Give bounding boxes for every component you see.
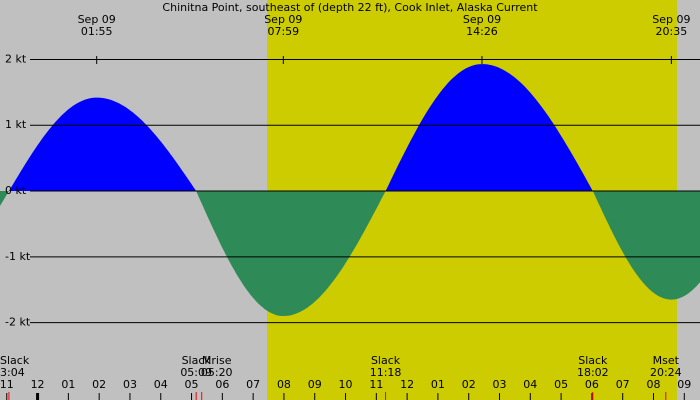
event-time: 07:59	[267, 25, 299, 38]
event-time: 01:55	[81, 25, 113, 38]
x-tick-label: 09	[677, 378, 691, 391]
x-tick-label: 03	[123, 378, 137, 391]
event-label: Slack	[0, 354, 30, 367]
x-tick-label: 02	[92, 378, 106, 391]
chart-title: Chinitna Point, southeast of (depth 22 f…	[162, 1, 538, 14]
x-tick-label: 09	[308, 378, 322, 391]
current-lobe	[592, 191, 700, 300]
current-lobe	[0, 191, 9, 206]
x-tick-label: 11	[0, 378, 14, 391]
event-time: 05:09	[180, 366, 212, 379]
x-tick-label: 10	[339, 378, 353, 391]
x-tick-label: 05	[185, 378, 199, 391]
y-tick-label: 0 kt	[5, 184, 27, 197]
event-label: Mset	[653, 354, 680, 367]
x-tick-label: 02	[462, 378, 476, 391]
x-tick-label: 12	[31, 378, 45, 391]
event-date: Sep 09	[463, 13, 501, 26]
x-tick-label: 05	[554, 378, 568, 391]
event-time: 3:04	[0, 366, 25, 379]
event-date: Sep 09	[652, 13, 690, 26]
event-time: 11:18	[370, 366, 402, 379]
x-tick-label: 12	[400, 378, 414, 391]
x-tick-label: 08	[277, 378, 291, 391]
event-label: Slack	[182, 354, 212, 367]
y-tick-label: 2 kt	[5, 52, 27, 65]
event-date: Sep 09	[264, 13, 302, 26]
x-tick-label: 06	[215, 378, 229, 391]
y-tick-label: -1 kt	[5, 250, 31, 263]
x-tick-label: 06	[585, 378, 599, 391]
event-time: 20:35	[656, 25, 688, 38]
event-label: Slack	[578, 354, 608, 367]
y-tick-label: -2 kt	[5, 316, 31, 329]
y-tick-label: 1 kt	[5, 118, 27, 131]
x-tick-label: 01	[61, 378, 75, 391]
x-tick-label: 07	[616, 378, 630, 391]
event-time: 18:02	[577, 366, 609, 379]
current-lobe	[196, 191, 386, 316]
x-tick-label: 08	[646, 378, 660, 391]
x-tick-label: 11	[369, 378, 383, 391]
event-time: 20:24	[650, 366, 682, 379]
event-label: Mrise	[202, 354, 232, 367]
x-tick-label: 07	[246, 378, 260, 391]
x-tick-label: 01	[431, 378, 445, 391]
x-tick-label: 04	[154, 378, 168, 391]
current-lobe	[385, 64, 593, 192]
event-time: 14:26	[466, 25, 498, 38]
x-tick-label: 04	[523, 378, 537, 391]
event-label: Slack	[371, 354, 401, 367]
event-time: 05:20	[201, 366, 233, 379]
event-date: Sep 09	[78, 13, 116, 26]
current-lobe	[8, 97, 197, 192]
x-tick-label: 03	[493, 378, 507, 391]
